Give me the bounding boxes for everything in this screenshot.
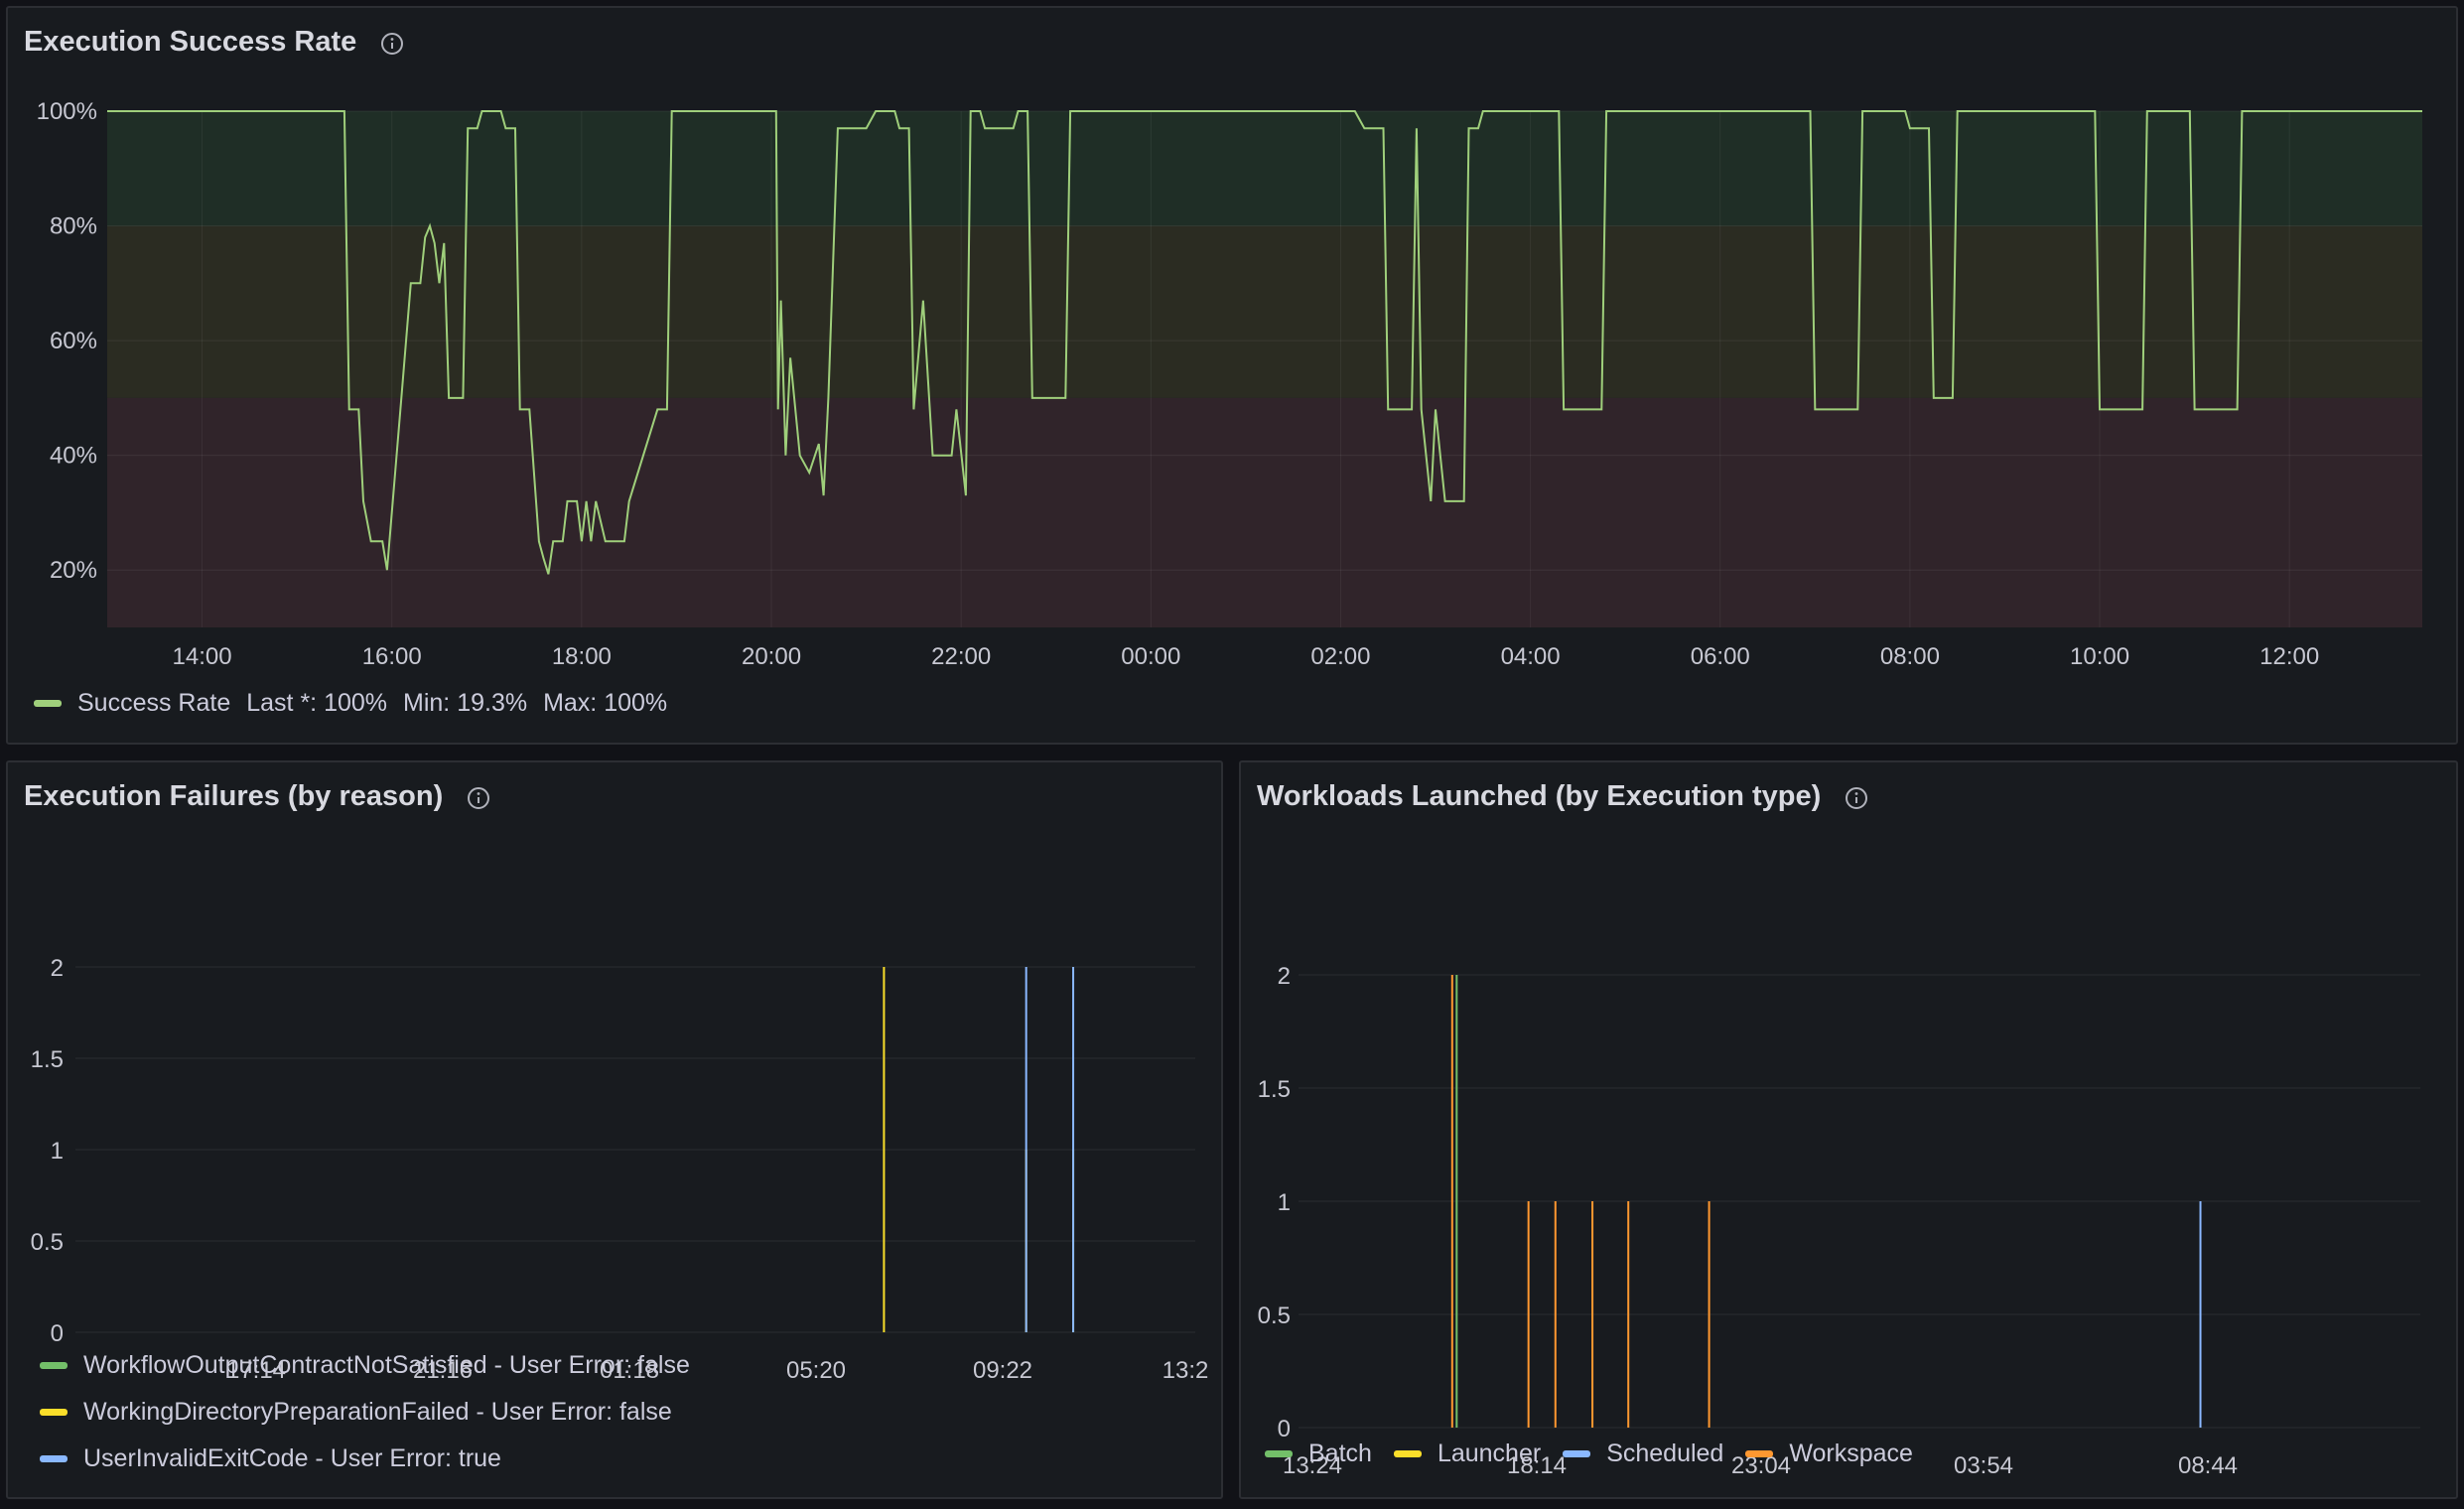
threshold-band-1 (107, 225, 2422, 398)
x-tick-label: 05:20 (786, 1357, 846, 1384)
x-tick-label: 17:14 (226, 1357, 286, 1384)
legend-label: Batch (1308, 1440, 1372, 1467)
success-rate-chart[interactable]: 14:00 16:00 18:00 20:00 22:00 00:00 02:00 04:00… (8, 68, 2456, 703)
legend-swatch (1393, 1450, 1422, 1457)
failures-legend: WorkflowOutputContractNotSatisfied - Use… (40, 1342, 712, 1482)
success-rate-panel: Execution Success Rate 14:00 16:00 18:00 20… (6, 6, 2458, 745)
legend-label: WorkflowOutputContractNotSatisfied - Use… (83, 1351, 690, 1379)
legend-item[interactable]: UserInvalidExitCode - User Error: true (40, 1436, 690, 1482)
x-tick-label: 13:24 (1283, 1452, 1342, 1479)
x-tick-label: 08:44 (2178, 1452, 2238, 1479)
legend-item[interactable]: Launcher (1393, 1440, 1542, 1468)
success-rate-legend: Success Rate Last *: 100% Min: 19.3% Max… (34, 689, 689, 718)
info-icon[interactable] (380, 31, 404, 55)
legend-label: Workspace (1789, 1440, 1913, 1467)
info-icon[interactable] (1845, 785, 1868, 809)
failures-title-text: Execution Failures (by reason) (24, 780, 444, 812)
x-tick-label: 04:00 (1501, 643, 1561, 670)
legend-stat-max: Max: 100% (543, 689, 668, 717)
x-tick-label: 06:00 (1691, 643, 1750, 670)
legend-item[interactable]: WorkingDirectoryPreparationFailed - User… (40, 1389, 690, 1436)
legend-swatch (40, 1409, 68, 1416)
x-tick-label: 18:14 (1507, 1452, 1567, 1479)
y-tick-label: 0 (51, 1320, 64, 1347)
y-tick-label: 100% (37, 98, 97, 125)
failures-chart[interactable]: 2 1.5 1 0.5 0 17:14 21:16 01:18 05:20 09:22 13:2 (8, 832, 1221, 1408)
legend-swatch (1265, 1450, 1293, 1457)
x-tick-label: 18:00 (552, 643, 612, 670)
legend-item-success-rate[interactable]: Success Rate Last *: 100% Min: 19.3% Max… (34, 689, 667, 718)
success-rate-panel-title: Execution Success Rate (24, 26, 404, 59)
legend-swatch (40, 1455, 68, 1462)
x-tick-label: 14:00 (173, 643, 232, 670)
y-tick-label: 1 (51, 1138, 64, 1165)
y-tick-label: 40% (50, 443, 97, 470)
x-tick-label: 09:22 (973, 1357, 1032, 1384)
x-tick-label: 00:00 (1121, 643, 1180, 670)
legend-swatch (1563, 1450, 1591, 1457)
legend-swatch (1745, 1450, 1774, 1457)
info-icon[interactable] (467, 785, 490, 809)
y-tick-label: 1.5 (1258, 1076, 1291, 1103)
workloads-title-text: Workloads Launched (by Execution type) (1257, 780, 1822, 812)
y-tick-label: 60% (50, 328, 97, 354)
legend-label: Scheduled (1606, 1440, 1724, 1467)
failures-panel: Execution Failures (by reason) 2 1.5 1 0.5 0… (6, 760, 1223, 1499)
x-tick-label: 10:00 (2070, 643, 2129, 670)
y-tick-label: 0.5 (31, 1229, 64, 1256)
x-tick-label: 16:00 (362, 643, 422, 670)
legend-stat-last: Last *: 100% (246, 689, 388, 717)
workloads-panel: Workloads Launched (by Execution type) 2… (1239, 760, 2458, 1499)
x-tick-label: 20:00 (742, 643, 801, 670)
y-tick-label: 2 (1278, 963, 1291, 990)
x-tick-label: 08:00 (1880, 643, 1940, 670)
failures-panel-title: Execution Failures (by reason) (24, 780, 490, 813)
workloads-panel-title: Workloads Launched (by Execution type) (1257, 780, 1868, 813)
legend-item[interactable]: WorkflowOutputContractNotSatisfied - Use… (40, 1342, 690, 1389)
x-tick-label: 22:00 (931, 643, 991, 670)
legend-swatch (34, 700, 62, 707)
threshold-band-2 (107, 397, 2422, 627)
success-rate-line (107, 110, 2422, 575)
x-tick-label: 01:18 (600, 1357, 659, 1384)
y-tick-label: 1.5 (31, 1046, 64, 1073)
legend-label: Launcher (1437, 1440, 1542, 1467)
x-tick-label: 02:00 (1310, 643, 1370, 670)
legend-stat-min: Min: 19.3% (403, 689, 528, 717)
y-tick-label: 0.5 (1258, 1303, 1291, 1329)
x-tick-label: 03:54 (1954, 1452, 2013, 1479)
success-rate-title-text: Execution Success Rate (24, 26, 357, 58)
legend-swatch (40, 1362, 68, 1369)
legend-label: Success Rate (77, 689, 231, 717)
legend-label: UserInvalidExitCode - User Error: true (83, 1444, 501, 1472)
threshold-band-0 (107, 111, 2422, 226)
legend-item[interactable]: Batch (1265, 1440, 1372, 1468)
legend-item[interactable]: Workspace (1745, 1440, 1913, 1468)
y-tick-label: 80% (50, 213, 97, 240)
legend-item[interactable]: Scheduled (1563, 1440, 1723, 1468)
x-tick-label: 12:00 (2259, 643, 2319, 670)
y-tick-label: 2 (51, 955, 64, 982)
y-tick-label: 1 (1278, 1189, 1291, 1216)
x-tick-label: 21:16 (413, 1357, 473, 1384)
y-tick-label: 20% (50, 557, 97, 584)
legend-label: WorkingDirectoryPreparationFailed - User… (83, 1398, 672, 1426)
workloads-legend: Batch Launcher Scheduled Workspace (1265, 1440, 1935, 1468)
x-tick-label: 13:2 (1163, 1357, 1209, 1384)
y-tick-label: 0 (1278, 1416, 1291, 1442)
